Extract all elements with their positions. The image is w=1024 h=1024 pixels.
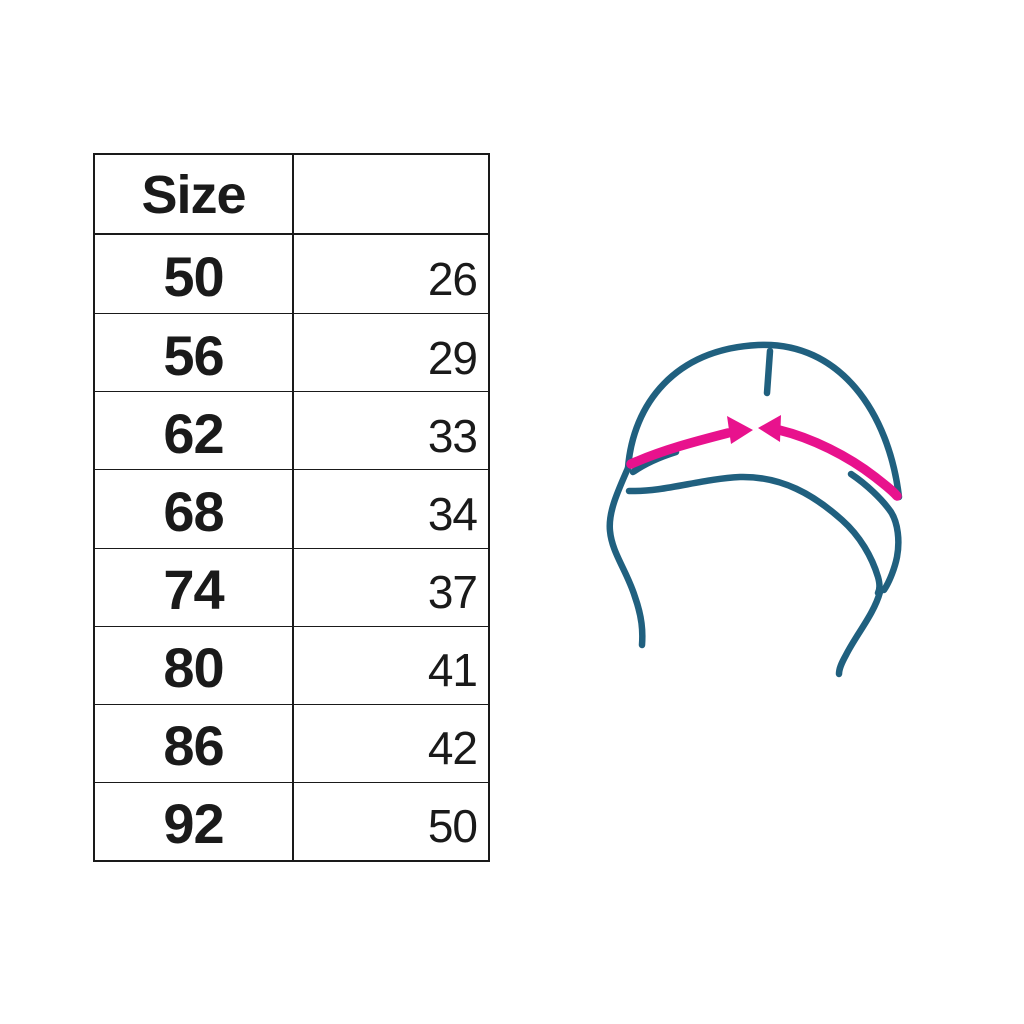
value-column-header xyxy=(294,155,488,233)
size-cell: 50 xyxy=(95,235,294,314)
hat-tie-right xyxy=(835,588,884,678)
hat-seam-line xyxy=(763,347,774,397)
size-cell: 86 xyxy=(95,704,294,782)
table-row: 74 37 xyxy=(95,547,488,626)
measurement-arrow-left-tail xyxy=(626,428,733,469)
value-cell: 33 xyxy=(427,409,478,462)
value-cell: 29 xyxy=(427,331,478,384)
measurement-arrow xyxy=(626,415,902,501)
arrowhead-right-icon xyxy=(758,415,781,442)
table-row: 80 41 xyxy=(95,625,488,704)
size-cell: 80 xyxy=(95,626,294,704)
table-row: 56 29 xyxy=(95,313,488,392)
hat-outline xyxy=(606,341,903,678)
table-row: 86 42 xyxy=(95,703,488,782)
value-cell: 42 xyxy=(427,722,478,775)
size-cell: 56 xyxy=(95,314,294,392)
table-row: 62 33 xyxy=(95,391,488,470)
size-chart-table: Size 50 26 56 29 62 33 68 34 74 37 80 41… xyxy=(93,153,490,862)
table-row: 92 50 xyxy=(95,781,488,860)
value-cell: 50 xyxy=(427,800,478,853)
size-cell: 74 xyxy=(95,548,294,626)
table-row: 50 26 xyxy=(95,235,488,314)
size-cell: 68 xyxy=(95,470,294,548)
measurement-arrow-right-tail xyxy=(774,425,902,501)
size-column-header: Size xyxy=(95,155,294,233)
size-cell: 92 xyxy=(95,782,294,860)
baby-hat-illustration xyxy=(606,341,903,678)
hat-crown xyxy=(624,341,903,501)
table-row: 68 34 xyxy=(95,469,488,548)
arrowhead-left-icon xyxy=(727,416,753,444)
hat-band-curve xyxy=(625,473,883,597)
value-cell: 34 xyxy=(427,487,478,540)
hat-tie-left xyxy=(606,464,646,649)
value-cell: 26 xyxy=(427,253,478,306)
table-header-row: Size xyxy=(95,155,488,235)
value-cell: 41 xyxy=(427,644,478,697)
size-cell: 62 xyxy=(95,392,294,470)
value-cell: 37 xyxy=(427,566,478,619)
hat-band-hint-right xyxy=(847,470,902,594)
